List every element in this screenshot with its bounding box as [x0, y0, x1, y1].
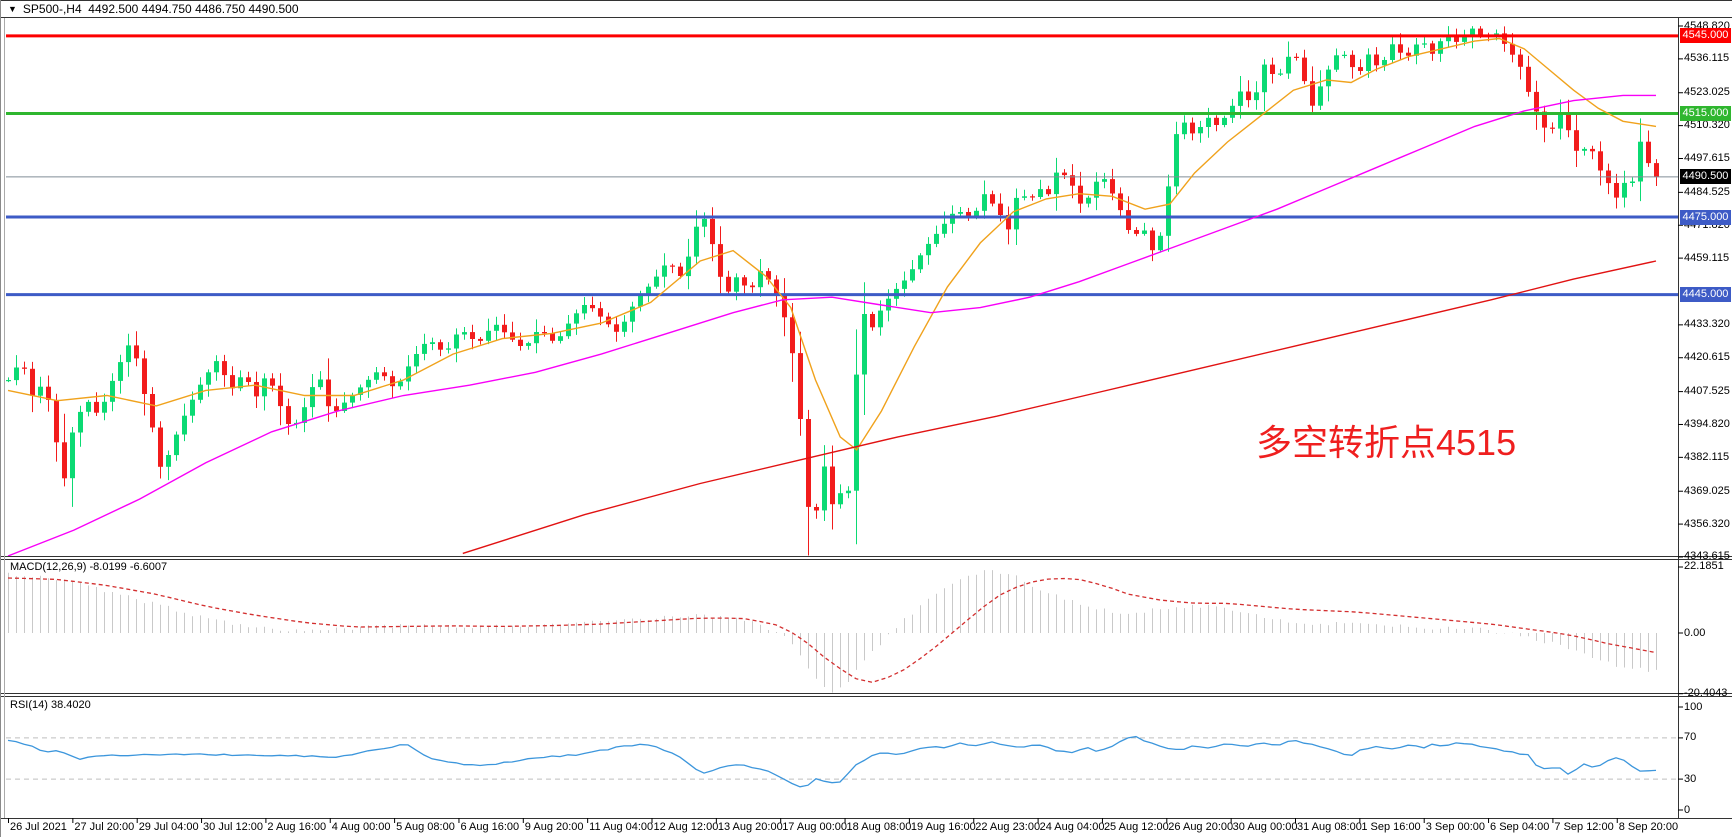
price-tick-label: 4394.820	[1684, 417, 1730, 430]
symbol-dropdown-icon[interactable]: ▼	[8, 4, 17, 14]
time-label: 17 Aug 00:00	[782, 821, 848, 833]
price-badge-4490.500: 4490.500	[1680, 169, 1731, 185]
time-label: 24 Aug 04:00	[1039, 821, 1105, 833]
rsi-indicator-label: RSI(14) 38.4020	[10, 699, 91, 712]
chart-title-bar: ▼ SP500-,H4 4492.500 4494.750 4486.750 44…	[8, 2, 299, 16]
macd-current-values: -8.0199 -6.6007	[89, 561, 168, 573]
time-label: 22 Aug 23:00	[975, 821, 1041, 833]
price-tick-label: 4382.115	[1684, 450, 1730, 463]
time-label: 7 Sep 12:00	[1554, 821, 1614, 833]
time-label: 11 Aug 04:00	[589, 821, 654, 833]
macd-axis-label: -20.4043	[1684, 687, 1728, 700]
price-badge-4515.000: 4515.000	[1680, 106, 1731, 121]
time-label: 27 Jul 20:00	[74, 821, 135, 833]
price-tick-label: 4369.025	[1684, 484, 1730, 497]
time-label: 5 Aug 08:00	[396, 821, 455, 833]
price-tick-label: 4510.320	[1684, 119, 1730, 132]
symbol-timeframe-label: SP500-,H4	[22, 2, 82, 16]
macd-signal-line	[7, 577, 1657, 683]
time-label: 1 Sep 16:00	[1361, 821, 1421, 833]
price-tick-label: 4420.615	[1684, 351, 1730, 364]
rsi-axis-label: 100	[1684, 700, 1703, 713]
price-badge-4475.000: 4475.000	[1680, 209, 1731, 225]
macd-histogram-layer	[8, 570, 1657, 693]
time-label: 4 Aug 00:00	[331, 821, 391, 833]
price-tick-label: 4407.525	[1684, 385, 1730, 398]
price-tick-label: 4356.320	[1684, 517, 1730, 530]
price-badge-4445.000: 4445.000	[1680, 287, 1731, 303]
price-tick-label: 4484.525	[1684, 185, 1730, 198]
time-label: 6 Aug 16:00	[460, 821, 520, 833]
price-tick-label: 4343.615	[1684, 550, 1730, 563]
ma-mid-magenta-line	[7, 94, 1656, 557]
time-label: 29 Jul 04:00	[138, 821, 199, 833]
time-label: 25 Aug 12:00	[1103, 821, 1169, 833]
rsi-line	[7, 735, 1657, 788]
time-label: 19 Aug 16:00	[910, 821, 976, 833]
time-label: 9 Aug 20:00	[524, 821, 584, 833]
chart-text-annotation[interactable]: 多空转折点4515	[1256, 422, 1517, 463]
rsi-axis-label: 0	[1684, 803, 1691, 816]
macd-name: MACD(12,26,9)	[10, 561, 87, 573]
rsi-axis-label: 30	[1684, 772, 1697, 785]
ma-fast-orange-line	[7, 37, 1657, 451]
macd-axis-label: 22.1851	[1684, 560, 1724, 573]
time-label: 30 Aug 00:00	[1232, 821, 1298, 833]
time-label: 6 Sep 04:00	[1490, 821, 1550, 833]
time-label: 30 Jul 12:00	[203, 821, 263, 833]
time-label: 3 Sep 00:00	[1425, 821, 1486, 833]
price-badge-4545.000: 4545.000	[1680, 28, 1731, 44]
time-label: 12 Aug 12:00	[653, 821, 719, 833]
macd-axis-label: 0.00	[1684, 626, 1706, 639]
time-label: 26 Aug 20:00	[1168, 821, 1234, 833]
price-tick-label: 4497.615	[1684, 151, 1730, 164]
ohlc-readout: 4492.500 4494.750 4486.750 4490.500	[88, 2, 299, 16]
price-tick-label: 4459.115	[1684, 251, 1730, 264]
price-tick-label: 4523.025	[1684, 86, 1730, 99]
candles-layer	[6, 26, 1659, 556]
ma-slow-red-line	[462, 260, 1657, 555]
rsi-axis-label: 70	[1684, 731, 1697, 744]
time-label: 26 Jul 2021	[10, 821, 67, 833]
time-label: 13 Aug 20:00	[717, 821, 783, 833]
time-label: 31 Aug 08:00	[1297, 821, 1362, 833]
time-label: 18 Aug 08:00	[846, 821, 912, 833]
price-tick-label: 4536.115	[1684, 52, 1730, 65]
time-label: 8 Sep 20:00	[1618, 821, 1679, 833]
rsi-current-value: 38.4020	[50, 699, 91, 711]
price-tick-label: 4433.320	[1684, 318, 1730, 331]
rsi-name: RSI(14)	[10, 699, 48, 711]
macd-indicator-label: MACD(12,26,9) -8.0199 -6.6007	[10, 561, 167, 574]
time-label: 2 Aug 16:00	[267, 821, 327, 833]
